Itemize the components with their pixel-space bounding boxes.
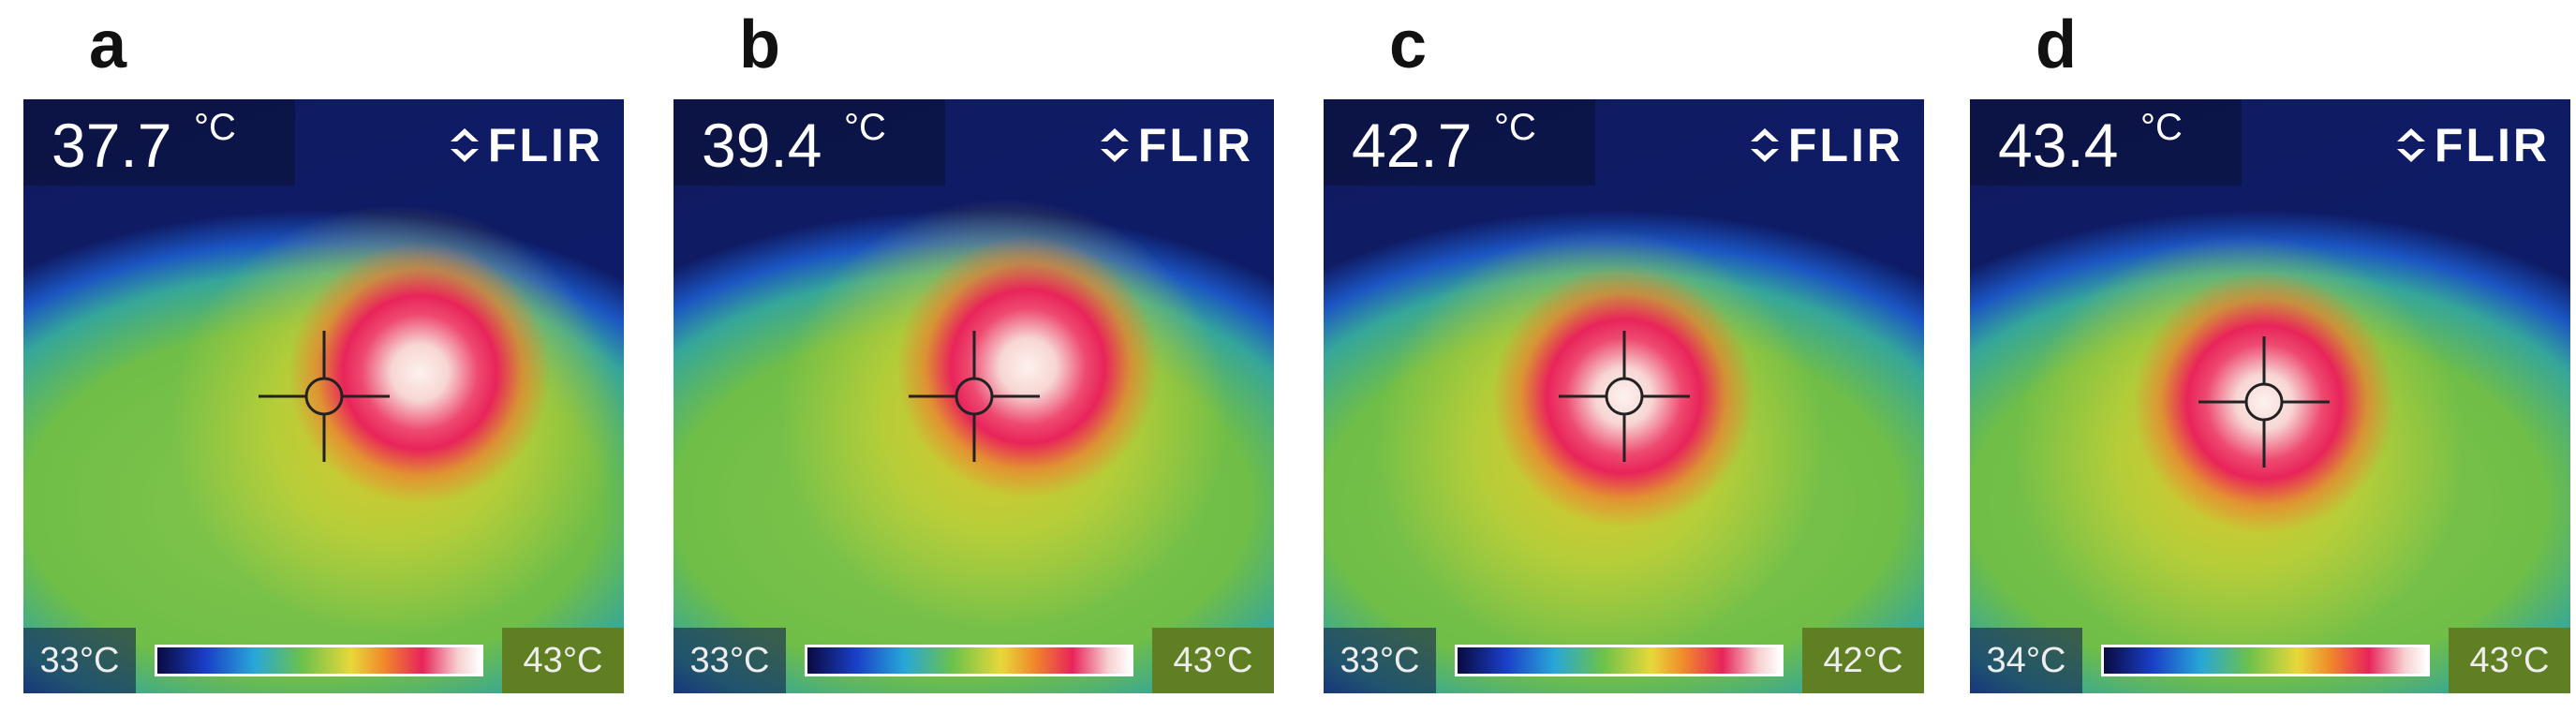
temperature-reading: 37.7 °C: [23, 99, 295, 186]
color-bar: [2101, 645, 2430, 676]
reading-value: 43.4: [1998, 111, 2119, 180]
scale-bar: 33°C 43°C: [23, 628, 624, 693]
reading-value: 42.7: [1352, 111, 1473, 180]
temperature-reading: 43.4 °C: [1970, 99, 2242, 186]
logo-icon: [1100, 128, 1129, 162]
scale-max: 43°C: [1152, 628, 1274, 693]
brand-name: FLIR: [1787, 119, 1903, 171]
logo-icon: [2396, 128, 2425, 162]
thermal-image: 37.7 °C FLIR 33°C 43°C: [23, 99, 624, 693]
scale-bar: 33°C 43°C: [674, 628, 1274, 693]
logo-icon: [450, 128, 479, 162]
scale-min: 33°C: [1324, 628, 1436, 693]
logo-icon: [1750, 128, 1779, 162]
crosshair: [1558, 331, 1690, 462]
brand-name: FLIR: [487, 119, 603, 171]
reading-unit: °C: [1494, 107, 1536, 148]
panel-label: c: [1389, 7, 1428, 82]
color-bar: [155, 645, 483, 676]
scale-bar: 33°C 42°C: [1324, 628, 1924, 693]
scale-min: 33°C: [23, 628, 136, 693]
crosshair: [258, 331, 390, 462]
scale-max: 43°C: [2449, 628, 2570, 693]
brand-logo: FLIR: [2395, 122, 2550, 169]
reading-value: 37.7: [52, 111, 172, 180]
temperature-reading: 39.4 °C: [674, 99, 945, 186]
crosshair: [2198, 336, 2331, 468]
crosshair: [908, 331, 1040, 462]
reading-unit: °C: [194, 107, 236, 148]
reading-unit: °C: [844, 107, 886, 148]
panel-label: b: [739, 7, 780, 82]
scale-min: 33°C: [674, 628, 786, 693]
color-bar: [805, 645, 1133, 676]
brand-logo: FLIR: [1749, 122, 1903, 169]
scale-max: 42°C: [1802, 628, 1924, 693]
thermal-image: 42.7 °C FLIR 33°C 42°C: [1324, 99, 1924, 693]
brand-logo: FLIR: [1099, 122, 1253, 169]
thermal-image: 39.4 °C FLIR 33°C 43°C: [674, 99, 1274, 693]
scale-min: 34°C: [1970, 628, 2082, 693]
thermal-image: 43.4 °C FLIR 34°C 43°C: [1970, 99, 2570, 693]
brand-logo: FLIR: [449, 122, 603, 169]
color-bar: [1455, 645, 1784, 676]
temperature-reading: 42.7 °C: [1324, 99, 1595, 186]
scale-max: 43°C: [502, 628, 624, 693]
brand-name: FLIR: [2434, 119, 2550, 171]
scale-bar: 34°C 43°C: [1970, 628, 2570, 693]
reading-value: 39.4: [702, 111, 822, 180]
reading-unit: °C: [2140, 107, 2183, 148]
brand-name: FLIR: [1137, 119, 1253, 171]
panel-label: d: [2036, 7, 2077, 82]
panel-label: a: [89, 7, 127, 82]
